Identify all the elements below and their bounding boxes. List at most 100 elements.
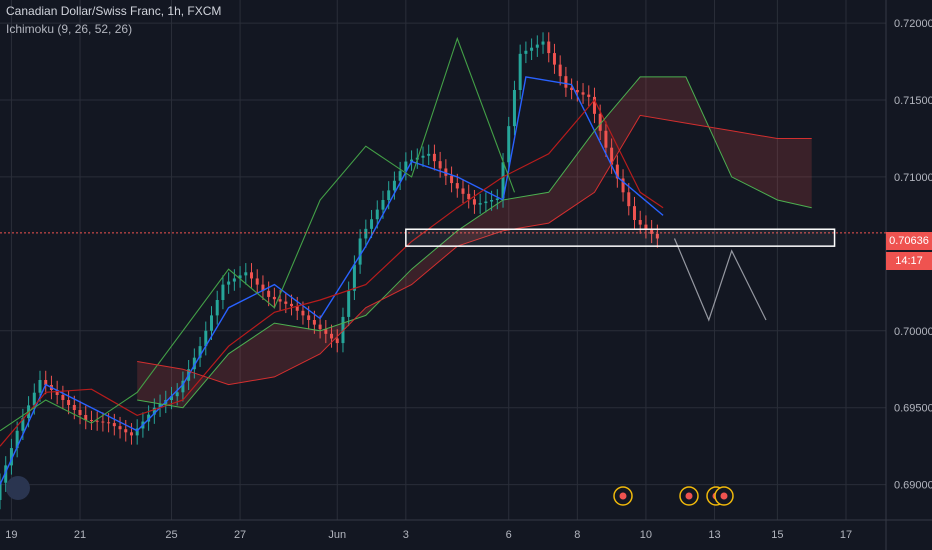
candle-body [9, 448, 13, 466]
candle-body [198, 346, 202, 358]
y-tick-label: 0.70000 [894, 326, 932, 338]
candle-body [192, 357, 196, 370]
y-tick-label: 0.69000 [894, 480, 932, 492]
candle-body [352, 264, 356, 291]
candle-body [478, 203, 482, 205]
candle-body [21, 418, 25, 431]
candle-body [615, 164, 619, 179]
candle-body [570, 87, 574, 90]
event-marker-dot [720, 492, 728, 500]
candle-body [535, 44, 539, 48]
candle-body [638, 220, 642, 225]
candle-body [324, 329, 328, 334]
candle-body [89, 420, 93, 421]
chart-title: Canadian Dollar/Swiss Franc, 1h, FXCM [6, 4, 222, 18]
candle-body [335, 338, 339, 344]
y-tick-label: 0.72000 [894, 18, 932, 30]
candle-body [67, 400, 71, 405]
candle-body [107, 422, 111, 424]
candle-body [215, 300, 219, 316]
candle-body [244, 272, 248, 276]
x-tick-label: 10 [640, 529, 652, 541]
x-tick-label: 21 [74, 529, 86, 541]
candle-body [147, 414, 151, 422]
candle-body [427, 153, 431, 156]
candle-body [455, 183, 459, 189]
indicator-lines [0, 32, 812, 510]
x-tick-label: 6 [506, 529, 512, 541]
candle-body [627, 192, 631, 207]
candle-body [592, 96, 596, 114]
candle-body [564, 76, 568, 88]
candle-body [370, 219, 374, 229]
candle-body [250, 272, 254, 279]
candle-body [61, 395, 65, 400]
candle-body [598, 113, 602, 131]
candle-body [204, 330, 208, 347]
candle-body [547, 41, 551, 54]
event-marker-dot [619, 492, 627, 500]
candle-body [135, 428, 139, 436]
bar-countdown: 14:17 [886, 252, 932, 270]
candle-body [152, 407, 156, 415]
candle-body [632, 206, 636, 220]
span_b-line [137, 114, 812, 386]
x-tick-label: 27 [234, 529, 246, 541]
candle-body [650, 229, 654, 234]
support-zone-rect [405, 228, 836, 247]
candle-body [552, 53, 556, 65]
candle-body [421, 155, 425, 158]
candle-body [169, 396, 173, 400]
candle-body [84, 415, 88, 420]
candle-body [444, 168, 448, 176]
candle-body [238, 275, 242, 279]
x-tick-label: 3 [403, 529, 409, 541]
candle-body [255, 278, 259, 285]
projection-line [673, 238, 767, 322]
candle-body [15, 430, 19, 449]
candle-body [295, 306, 299, 311]
candle-body [4, 465, 8, 483]
candle-body [221, 284, 225, 300]
candle-body [392, 180, 396, 191]
candle-body [78, 410, 82, 415]
candle-body [307, 315, 311, 320]
y-axis: 0.72000 0.71500 0.71000 0.70000 0.69500 0.690… [894, 18, 932, 492]
candle-body [290, 303, 294, 307]
x-tick-label: 15 [771, 529, 783, 541]
candle-body [101, 421, 105, 423]
candle-body [347, 290, 351, 317]
candle-body [318, 324, 322, 330]
candle-body [587, 94, 591, 97]
candle-body [278, 299, 282, 302]
candle-body [0, 482, 2, 500]
candle-body [472, 199, 476, 205]
candle-body [232, 278, 236, 282]
candle-body [38, 380, 42, 393]
support-zone [0, 228, 886, 247]
candle-body [512, 90, 516, 127]
candle-body [129, 432, 133, 436]
candle-body [312, 320, 316, 325]
candle-body [604, 130, 608, 148]
candle-body [644, 224, 648, 230]
x-tick-label: 13 [708, 529, 720, 541]
indicator-legend[interactable]: Ichimoku (9, 26, 52, 26) [6, 22, 133, 36]
tradingview-logo-icon[interactable] [6, 476, 30, 500]
candle-body [158, 403, 162, 408]
y-tick-label: 0.71500 [894, 95, 932, 107]
x-tick-label: 25 [165, 529, 177, 541]
candle-body [261, 284, 265, 291]
candle-body [112, 423, 116, 427]
candle-body [398, 171, 402, 181]
candle-body [541, 41, 545, 45]
candle-body [124, 429, 128, 433]
candle-body [610, 147, 614, 165]
candle-body [655, 233, 659, 239]
candle-body [530, 47, 534, 51]
candle-body [118, 426, 122, 430]
candle-body [181, 380, 185, 393]
candle-body [227, 281, 231, 285]
x-tick-label: Jun [328, 529, 346, 541]
